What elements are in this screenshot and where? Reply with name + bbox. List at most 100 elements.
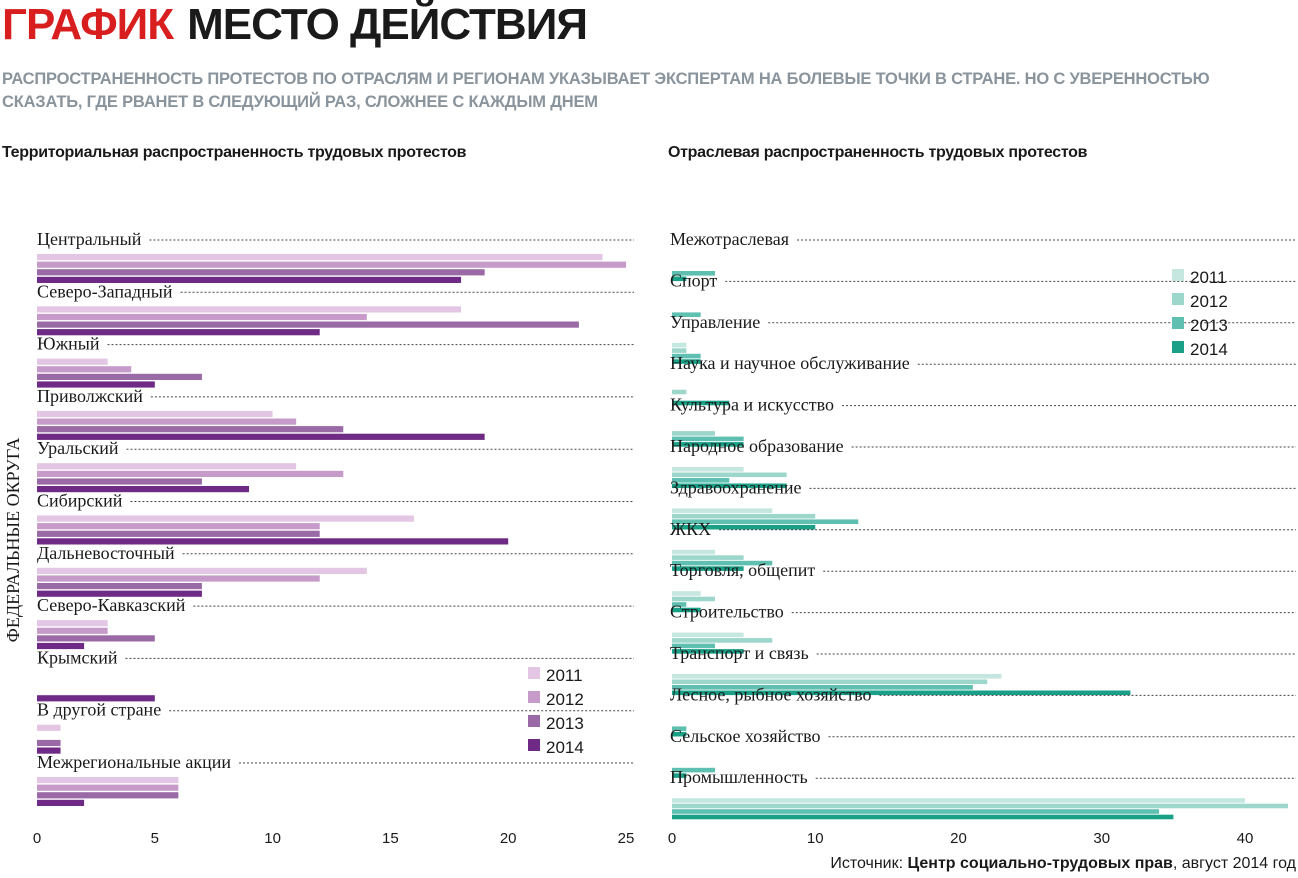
left-bar-2012 [37,366,132,373]
right-category-label: ЖКХ [670,519,711,539]
left-bar-2011 [37,724,61,731]
right-bar-2012 [672,431,715,436]
right-bar-2014 [672,442,744,447]
left-category-label: В другой стране [37,700,161,720]
right-bar-2013 [672,271,715,276]
right-category-label: Наука и научное обслуживание [670,353,910,373]
left-bar-2011 [37,515,414,522]
right-bar-2013 [672,353,701,359]
left-bar-2014 [37,276,462,283]
left-bar-2011 [37,410,273,418]
right-bar-2014 [672,524,816,530]
left-bar-2014 [37,486,250,493]
left-bar-2011 [37,254,603,261]
left-bar-2014 [37,747,61,754]
right-legend-swatch [1172,293,1184,305]
right-bar-2011 [672,342,687,348]
right-x-tick-label: 10 [807,830,824,847]
right-bar-2013 [672,436,744,442]
left-legend-swatch [528,691,540,703]
right-category-label: Сельское хозяйство [670,726,821,746]
left-bar-2014 [37,433,485,440]
left-bar-2014 [37,799,85,806]
left-bar-2014 [37,590,202,597]
left-bar-2012 [37,470,344,477]
right-category-label: Промышленность [670,767,808,787]
right-category-label: Лесное, рыбное хозяйство [670,684,872,704]
right-bar-2013 [672,643,715,649]
left-legend-swatch [528,667,540,679]
left-bar-2014 [37,538,509,545]
left-x-tick-label: 20 [500,830,517,847]
right-bar-2011 [672,798,1246,803]
right-chart-title: Отраслевая распространенность трудовых п… [668,144,1088,161]
right-bar-2014 [672,607,701,613]
right-bar-2014 [672,400,730,406]
right-category-label: Культура и искусство [670,395,834,415]
left-x-tick-label: 10 [264,830,281,847]
right-bar-2012 [672,472,787,478]
right-bar-2013 [672,685,973,690]
right-bar-2011 [672,549,715,555]
left-bar-2012 [37,784,179,791]
right-bar-2011 [672,591,701,596]
right-legend-label: 2012 [1190,292,1228,311]
left-bar-2013 [37,478,202,485]
left-bar-2014 [37,695,155,702]
right-x-tick-label: 30 [1093,830,1110,847]
left-category-label: Уральский [37,438,119,458]
left-legend-label: 2011 [546,666,583,685]
right-bar-2013 [672,726,687,731]
right-bar-2012 [672,348,687,353]
left-legend-label: 2014 [546,738,584,757]
right-category-label: Народное образование [670,436,844,456]
left-bar-2011 [37,777,179,784]
left-bar-2013 [37,321,579,328]
right-legend-label: 2013 [1190,316,1228,335]
left-bar-2013 [37,583,202,590]
left-category-label: Центральный [37,229,142,249]
left-chart-title: Территориальная распространенность трудо… [2,144,467,161]
left-bar-2014 [37,642,85,650]
right-bar-2014 [672,814,1174,820]
header-title: ГРАФИК МЕСТО ДЕЙСТВИЯ [2,0,588,49]
left-category-label: Межрегиональные акции [37,752,231,772]
right-legend-swatch [1172,341,1184,353]
left-bar-2013 [37,635,155,642]
right-bar-2014 [672,276,687,282]
left-bar-2012 [37,313,367,321]
source-note: Источник: Центр социально-трудовых прав,… [830,855,1296,873]
left-x-tick-label: 15 [382,830,399,847]
right-x-tick-label: 40 [1237,830,1254,847]
left-category-label: Крымский [37,647,118,667]
right-bar-2012 [672,596,715,602]
subtitle: РАСПРОСТРАНЕННОСТЬ ПРОТЕСТОВ ПО ОТРАСЛЯМ… [2,70,1210,111]
right-bar-2013 [672,519,859,524]
right-bar-2014 [672,359,701,364]
right-category-label: Транспорт и связь [670,643,809,663]
left-bar-2012 [37,261,626,268]
right-category-label: Торговля, общепит [670,560,815,580]
left-axis-title: ФЕДЕРАЛЬНЫЕ ОКРУГА [3,438,23,643]
left-legend-label: 2013 [546,714,584,733]
right-legend-label: 2011 [1190,268,1227,287]
left-bar-2013 [37,269,485,276]
right-bar-2012 [672,555,744,560]
right-category-label: Здравоохранение [670,477,802,497]
right-bar-2013 [672,312,701,317]
left-bar-2012 [37,523,320,530]
left-bar-2011 [37,358,108,365]
right-bar-2013 [672,602,687,607]
left-bar-2012 [37,627,108,634]
right-legend-swatch [1172,317,1184,329]
left-x-tick-label: 25 [618,830,635,847]
left-category-label: Дальневосточный [37,543,175,563]
right-bar-2012 [672,803,1288,809]
right-legend-label: 2014 [1190,340,1228,359]
right-bar-2011 [672,508,773,513]
right-bar-2013 [672,809,1160,814]
right-bar-2011 [672,467,744,472]
left-category-label: Приволжский [37,386,143,406]
right-category-label: Управление [670,312,760,332]
